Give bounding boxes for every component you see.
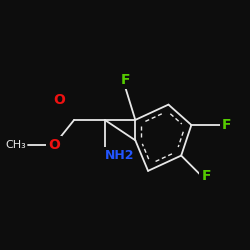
- Text: F: F: [120, 73, 130, 87]
- Text: O: O: [48, 138, 60, 152]
- Text: CH₃: CH₃: [5, 140, 26, 150]
- Text: F: F: [202, 169, 211, 183]
- Text: F: F: [222, 118, 232, 132]
- Text: NH2: NH2: [105, 149, 134, 162]
- Text: O: O: [53, 92, 65, 106]
